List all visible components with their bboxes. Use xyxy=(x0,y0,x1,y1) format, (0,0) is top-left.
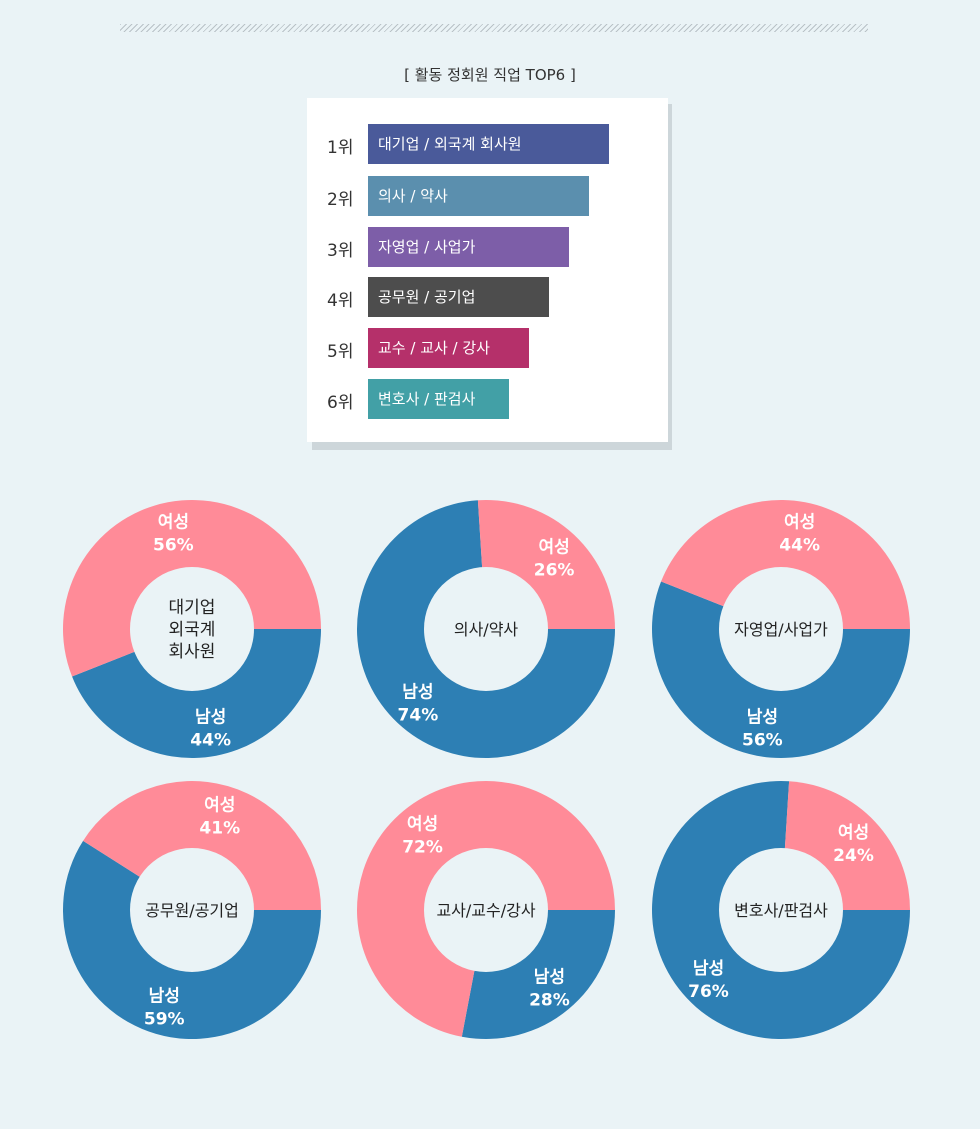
rank-bar-6: 변호사 / 판검사 xyxy=(368,379,509,419)
female-value: 56% xyxy=(153,535,194,555)
female-value: 26% xyxy=(534,560,575,580)
decorative-divider xyxy=(120,24,868,32)
donut-hole xyxy=(130,567,254,691)
male-label: 남성 xyxy=(534,968,565,988)
ranking-row-6: 6위 변호사 / 판검사 xyxy=(307,379,668,419)
ranking-row-3: 3위 자영업 / 사업가 xyxy=(307,227,668,267)
male-value: 56% xyxy=(742,731,783,751)
ranking-row-1: 1위 대기업 / 외국계 회사원 xyxy=(307,124,668,164)
rank-bar-1: 대기업 / 외국계 회사원 xyxy=(368,124,609,164)
donut-center-label: 대기업 xyxy=(169,598,216,618)
donut-center-label: 의사/약사 xyxy=(454,620,519,639)
donut-hole xyxy=(424,848,548,972)
donut-hole xyxy=(130,848,254,972)
female-label: 여성 xyxy=(407,814,438,834)
donut-center-label: 교사/교수/강사 xyxy=(436,901,535,920)
ranking-row-2: 2위 의사 / 약사 xyxy=(307,176,668,216)
rank-number: 4위 xyxy=(327,291,354,311)
male-value: 44% xyxy=(190,731,231,751)
rank-bar-3: 자영업 / 사업가 xyxy=(368,227,569,267)
female-label: 여성 xyxy=(204,795,235,815)
male-value: 74% xyxy=(398,706,439,726)
donut-center-label: 공무원/공기업 xyxy=(145,901,239,920)
female-label: 여성 xyxy=(784,512,815,532)
female-value: 72% xyxy=(402,837,443,857)
female-value: 41% xyxy=(199,818,240,838)
donut-center-label: 회사원 xyxy=(169,642,216,662)
rank-bar-5: 교수 / 교사 / 강사 xyxy=(368,328,529,368)
female-label: 여성 xyxy=(538,537,569,557)
male-value: 59% xyxy=(144,1010,185,1030)
donut-hole xyxy=(424,567,548,691)
male-value: 76% xyxy=(688,982,729,1002)
female-label: 여성 xyxy=(838,823,869,843)
donut-hole xyxy=(719,567,843,691)
rank-bar-4: 공무원 / 공기업 xyxy=(368,277,549,317)
rank-bar-2: 의사 / 약사 xyxy=(368,176,589,216)
male-label: 남성 xyxy=(747,708,778,728)
male-value: 28% xyxy=(529,991,570,1011)
female-value: 24% xyxy=(833,846,874,866)
donut-center-label: 자영업/사업가 xyxy=(734,620,828,639)
male-label: 남성 xyxy=(402,683,433,703)
donut-center-label: 변호사/판검사 xyxy=(734,901,828,920)
female-label: 여성 xyxy=(158,512,189,532)
donut-center-label: 외국계 xyxy=(169,620,216,640)
female-slice xyxy=(661,499,910,629)
ranking-card: 1위 대기업 / 외국계 회사원 2위 의사 / 약사 3위 자영업 / 사업가… xyxy=(307,98,668,442)
ranking-title: [ 활동 정회원 직업 TOP6 ] xyxy=(404,66,576,84)
ranking-row-4: 4위 공무원 / 공기업 xyxy=(307,277,668,317)
rank-number: 3위 xyxy=(327,241,354,261)
rank-number: 6위 xyxy=(327,393,354,413)
female-value: 44% xyxy=(779,535,820,555)
male-slice xyxy=(72,629,321,758)
ranking-row-5: 5위 교수 / 교사 / 강사 xyxy=(307,328,668,368)
rank-number: 2위 xyxy=(327,190,354,210)
male-label: 남성 xyxy=(693,959,724,979)
rank-number: 1위 xyxy=(327,138,354,158)
male-label: 남성 xyxy=(149,987,180,1007)
donut-hole xyxy=(719,848,843,972)
rank-number: 5위 xyxy=(327,342,354,362)
male-label: 남성 xyxy=(195,708,226,728)
